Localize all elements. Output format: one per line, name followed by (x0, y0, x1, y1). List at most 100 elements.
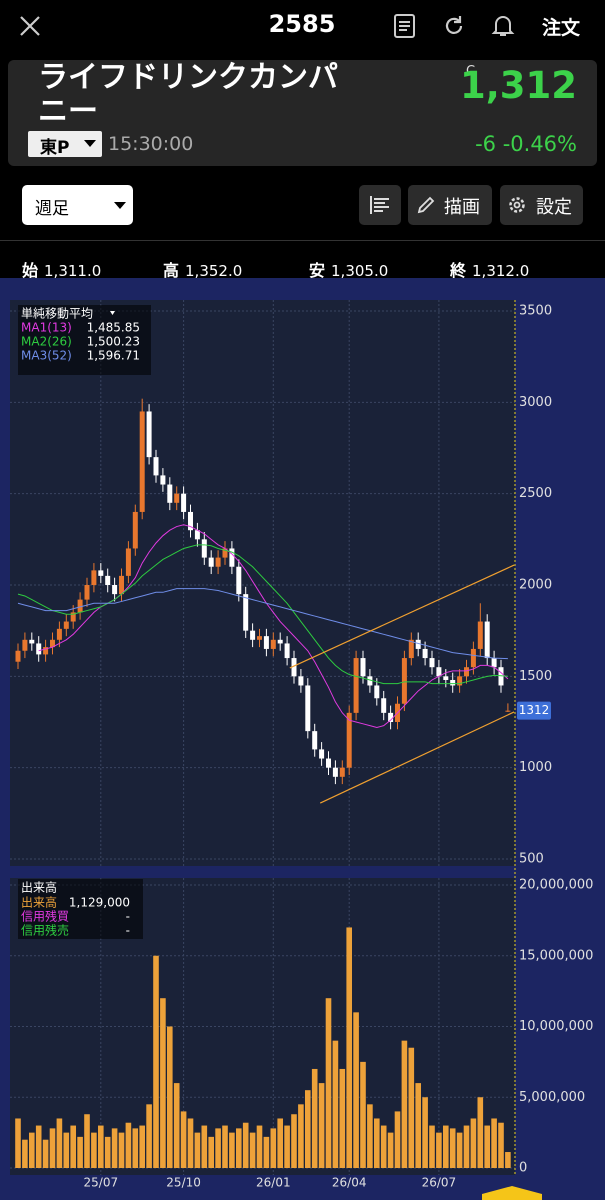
candle-body (498, 667, 504, 686)
trend-line (319, 711, 515, 804)
candle-body (215, 557, 221, 567)
volume-bar (346, 927, 352, 1168)
volume-bar (35, 1125, 42, 1168)
volume-bar (449, 1128, 456, 1168)
candle-body (257, 636, 262, 640)
market-select[interactable]: 東P (28, 131, 102, 158)
cursor-tab (482, 1186, 542, 1200)
trend-line (289, 564, 515, 669)
change-row: -6 -0.46% (475, 132, 577, 156)
volume-bar (318, 1083, 325, 1168)
volume-bar (408, 1047, 415, 1168)
company-name: ライフドリンクカンパニー (38, 60, 338, 129)
volume-bar (367, 1104, 373, 1168)
close-icon[interactable] (18, 14, 42, 38)
ohlc-item: 高 1,352.0 (163, 257, 242, 281)
y-tick-label: 1500 (519, 669, 552, 684)
legend-value: 1,596.71 (87, 349, 140, 363)
candle-body (153, 457, 159, 476)
indicator-button[interactable] (359, 185, 401, 225)
legend-value: 1,485.85 (87, 321, 140, 335)
list-icon (370, 196, 389, 214)
candle-body (291, 658, 297, 677)
candle-body (208, 557, 214, 567)
candle-body (229, 548, 235, 567)
candle-body (15, 650, 21, 662)
volume-bar (470, 1118, 477, 1168)
candle-body (464, 667, 469, 677)
volume-bar (63, 1132, 70, 1168)
candle-body (119, 575, 124, 595)
memo-icon[interactable] (393, 13, 417, 39)
candle-body (139, 411, 145, 512)
candle-body (443, 676, 449, 680)
candle-body (319, 749, 325, 759)
volume-bar (22, 1139, 28, 1168)
candle-body (36, 643, 42, 655)
candle-body (270, 639, 276, 649)
volume-bar (394, 1111, 401, 1168)
volume-bar (91, 1132, 97, 1168)
y-tick-label: 500 (519, 852, 544, 867)
legend-title: 単純移動平均 (21, 307, 93, 321)
candle-body (484, 621, 490, 659)
candle-body (457, 676, 463, 686)
candle-body (222, 548, 228, 558)
candle-body (408, 639, 414, 659)
volume-bar (139, 1125, 145, 1168)
volume-bar (29, 1132, 35, 1168)
volume-bar (305, 1090, 311, 1168)
volume-bar (443, 1125, 449, 1168)
draw-button[interactable]: 描画 (408, 185, 492, 225)
legend-value: - (126, 924, 130, 938)
volume-bar (187, 1118, 194, 1168)
ohlc-label: 高 (163, 261, 180, 280)
volume-bar (429, 1125, 435, 1168)
ohlc-label: 終 (450, 261, 467, 280)
volume-bar (415, 1083, 421, 1168)
volume-bar (208, 1136, 214, 1168)
volume-bar (374, 1118, 380, 1168)
volume-bar (236, 1128, 242, 1168)
period: 週足 (35, 199, 69, 219)
volume-bar (256, 1125, 263, 1168)
volume-bar (360, 1061, 366, 1168)
candle-body (388, 712, 394, 722)
volume-bar (56, 1118, 63, 1168)
volume-bar (249, 1132, 256, 1168)
volume-bar (173, 1083, 180, 1168)
volume-bar (270, 1128, 277, 1168)
quote-card (8, 60, 597, 166)
ohlc-value: 1,311.0 (44, 262, 102, 280)
legend-name: 信用残買 (21, 910, 69, 924)
volume-bar (132, 1128, 139, 1168)
candle-body (63, 621, 69, 629)
candle-body (505, 710, 511, 712)
volume-bar (215, 1128, 221, 1168)
candle-body (188, 511, 193, 531)
candle-body (263, 636, 269, 649)
x-tick-label: 25/07 (84, 1176, 119, 1190)
volume-bar (284, 1125, 290, 1168)
period-select[interactable]: 週足 (22, 185, 133, 225)
candle-body (77, 599, 83, 613)
bell-icon[interactable] (491, 13, 515, 39)
settings-button[interactable]: 設定 (500, 185, 583, 225)
candle-body (312, 731, 318, 750)
candle-body (50, 639, 55, 648)
refresh-icon[interactable] (442, 14, 466, 38)
y-tick-label: 2000 (519, 578, 552, 593)
candle-body (29, 639, 35, 644)
ohlc-value: 1,305.0 (331, 262, 389, 280)
ohlc-item: 始 1,311.0 (22, 257, 101, 281)
volume-bar (325, 998, 332, 1168)
candle-body (125, 548, 131, 576)
volume-bar (401, 1040, 408, 1168)
volume-bar (118, 1132, 125, 1168)
change-pct: -0.46% (502, 132, 577, 156)
change: -6 (475, 132, 497, 156)
order-button[interactable]: 注文 (542, 17, 581, 39)
candle-body (43, 647, 49, 655)
ohlc-value: 1,312.0 (472, 262, 530, 280)
time: 15:30:00 (108, 133, 194, 155)
